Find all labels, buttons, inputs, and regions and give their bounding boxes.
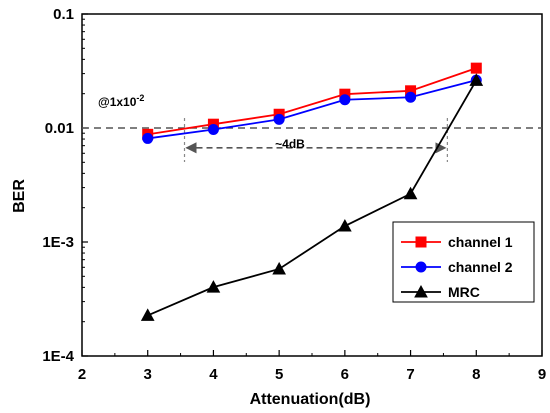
data-point [338,219,352,232]
data-point [140,308,155,321]
legend-label: channel 1 [448,234,513,250]
data-point [207,124,219,136]
data-point [470,62,482,74]
x-tick-label: 7 [406,366,414,383]
data-point [469,73,484,86]
data-point [272,261,286,275]
x-axis: 2 3 4 5 6 7 8 9 [78,350,546,383]
series-line [147,79,477,140]
x-tick-label: 2 [78,366,86,383]
legend-box [392,221,535,303]
series-channel-2 [142,74,482,144]
legend-label: MRC [448,284,480,300]
x-axis-title: Attenuation(dB) [250,391,371,408]
annotations [82,118,542,162]
threshold-label-base: @1x10 [98,95,137,109]
x-tick-label: 5 [275,366,283,383]
y-axis: 0.1 0.01 1E-3 1E-4 [42,6,88,365]
data-point [142,132,154,144]
data-point [273,113,285,125]
y-tick-label: 1E-4 [42,348,74,365]
x-tick-label: 8 [472,366,480,383]
x-tick-label: 9 [538,366,546,383]
data-point [206,280,221,293]
legend-swatch-marker [415,261,427,273]
legend-label: channel 2 [448,259,513,275]
legend-swatch-marker [414,284,428,298]
y-axis-title: BER [11,179,28,213]
x-tick-label: 6 [341,366,349,383]
legend-swatch-marker [415,236,427,248]
data-point [339,94,351,106]
x-tick-label: 4 [209,366,218,383]
series-line [147,79,478,317]
data-point [403,186,418,200]
y-tick-label: 1E-3 [42,234,74,251]
data-point [405,91,417,103]
y-tick-label: 0.1 [53,6,74,23]
series-mrc [140,73,484,321]
threshold-label-exponent: -2 [136,93,144,103]
gain-label: ~4dB [275,137,305,151]
series-line [147,67,477,136]
threshold-label: @1x10-2 [98,93,144,109]
legend: channel 1 channel 2 MRC [392,221,535,303]
series-layer [140,62,484,321]
y-tick-label: 0.01 [45,120,74,137]
x-tick-label: 3 [144,366,152,383]
